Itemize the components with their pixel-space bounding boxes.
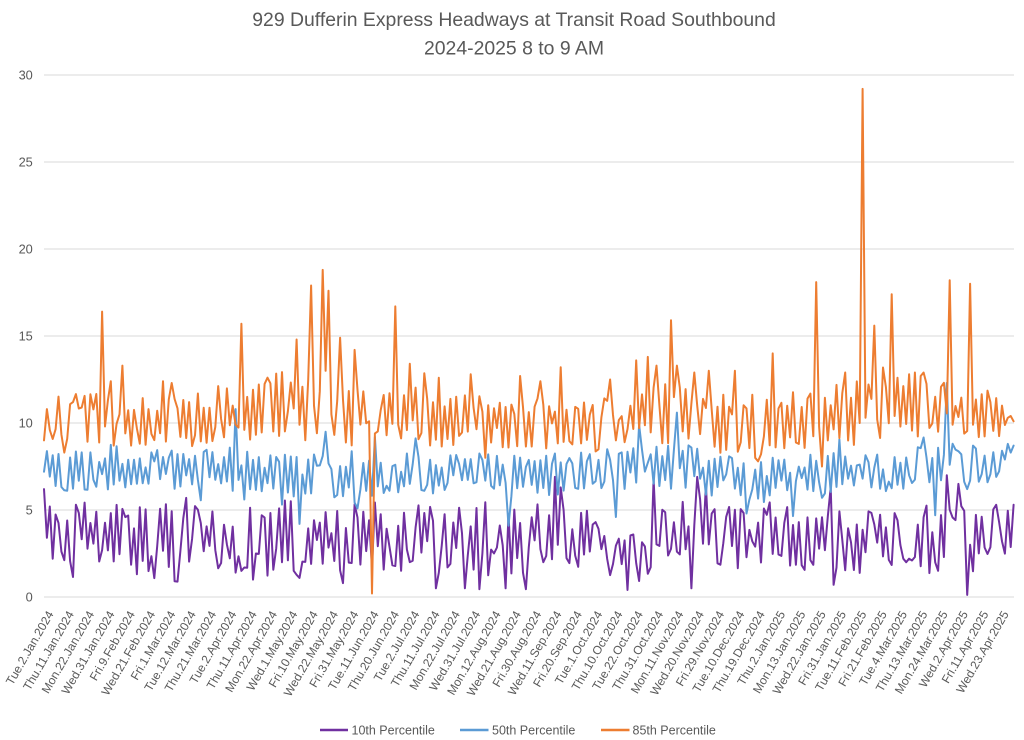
svg-text:85th Percentile: 85th Percentile	[633, 724, 716, 738]
svg-text:10th Percentile: 10th Percentile	[352, 724, 435, 738]
svg-text:20: 20	[19, 242, 33, 257]
svg-text:0: 0	[26, 590, 33, 605]
svg-text:50th Percentile: 50th Percentile	[492, 724, 575, 738]
svg-text:15: 15	[19, 329, 33, 344]
svg-text:2024-2025 8 to 9 AM: 2024-2025 8 to 9 AM	[424, 38, 604, 60]
svg-text:30: 30	[19, 68, 33, 83]
svg-text:10: 10	[19, 416, 33, 431]
svg-text:25: 25	[19, 155, 33, 170]
svg-text:5: 5	[26, 503, 33, 518]
svg-text:929 Dufferin Express Headways: 929 Dufferin Express Headways at Transit…	[252, 9, 776, 31]
